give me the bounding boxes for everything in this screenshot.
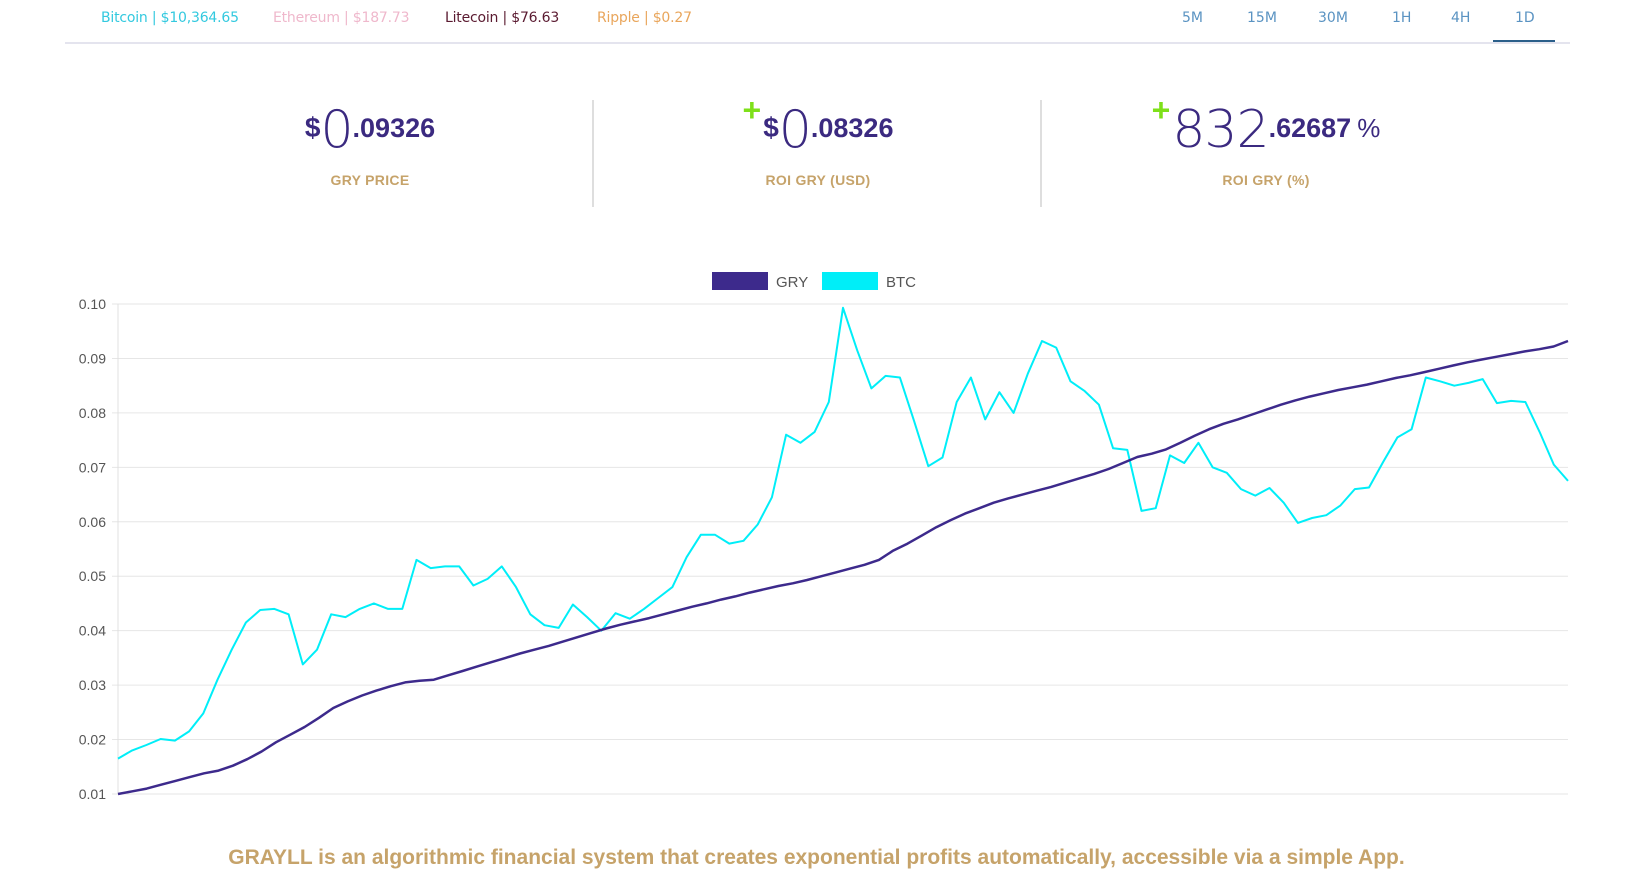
- ticker-ripple[interactable]: Ripple | $0.27: [597, 10, 692, 26]
- price-chart: 0.10 0.09 0.08 0.07 0.06 0.05 0.04 0.03 0.02 0.01…: [79, 272, 1569, 802]
- stat-roi-pct-label: ROI GRY (%): [1222, 172, 1310, 188]
- value-fraction: .09326: [352, 113, 436, 143]
- legend-label-btc[interactable]: BTC: [886, 274, 916, 291]
- value-fraction: .08326: [810, 113, 894, 143]
- y-tick-label: 0.09: [79, 350, 106, 366]
- value-integer: 0: [778, 100, 812, 160]
- percent-sign: %: [1357, 113, 1381, 143]
- currency-symbol: $: [304, 112, 321, 143]
- chart-grid: [112, 303, 1568, 795]
- timeframe-1d[interactable]: 1D: [1515, 10, 1535, 26]
- stat-roi-pct-value: + 832 .62687 %: [1042, 92, 1490, 160]
- stat-roi-usd-value: + $ 0 .08326: [594, 92, 1042, 160]
- timeframe-active-indicator: [1493, 40, 1555, 42]
- ticker-litecoin[interactable]: Litecoin | $76.63: [445, 10, 560, 26]
- legend-label-gry[interactable]: GRY: [776, 274, 808, 291]
- currency-symbol: $: [763, 112, 779, 143]
- y-tick-label: 0.08: [79, 405, 106, 421]
- value-integer: 832: [1172, 100, 1269, 160]
- plus-icon: +: [1151, 92, 1171, 128]
- y-tick-label: 0.02: [79, 732, 106, 748]
- series-line-btc: [117, 306, 1569, 760]
- timeframe-1h[interactable]: 1H: [1392, 10, 1412, 26]
- stat-roi-usd: + $ 0 .08326 ROI GRY (USD): [594, 92, 1042, 206]
- stat-gry-price: $ 0 .09326 GRY PRICE: [146, 96, 594, 206]
- ticker-ethereum[interactable]: Ethereum | $187.73: [273, 10, 410, 26]
- timeframe-4h[interactable]: 4H: [1451, 10, 1471, 26]
- y-tick-label: 0.01: [79, 786, 106, 802]
- y-axis-labels: 0.10 0.09 0.08 0.07 0.06 0.05 0.04 0.03 0.02 0.01: [79, 296, 106, 802]
- stat-divider: [592, 100, 594, 207]
- timeframe-5m[interactable]: 5M: [1182, 10, 1203, 26]
- stat-gry-price-value: $ 0 .09326: [146, 96, 594, 156]
- y-tick-label: 0.06: [79, 514, 106, 530]
- ticker-bitcoin[interactable]: Bitcoin | $10,364.65: [101, 10, 239, 26]
- stat-roi-pct: + 832 .62687 % ROI GRY (%): [1042, 92, 1490, 206]
- timeframe-30m[interactable]: 30M: [1318, 10, 1348, 26]
- y-tick-label: 0.04: [79, 623, 106, 639]
- y-tick-label: 0.07: [79, 459, 106, 475]
- ticker-bar: [65, 0, 1570, 44]
- y-tick-label: 0.10: [79, 296, 106, 312]
- value-integer: 0: [320, 100, 353, 160]
- value-fraction: .62687: [1268, 113, 1352, 143]
- timeframe-15m[interactable]: 15M: [1247, 10, 1277, 26]
- chart-series: [117, 306, 1569, 796]
- series-line-gry: [117, 339, 1569, 796]
- y-tick-label: 0.03: [79, 677, 106, 693]
- chart-legend[interactable]: GRY BTC: [712, 272, 916, 291]
- y-tick-label: 0.05: [79, 568, 106, 584]
- plus-icon: +: [742, 92, 762, 128]
- stat-gry-price-label: GRY PRICE: [330, 172, 410, 188]
- legend-swatch-btc[interactable]: [822, 272, 878, 290]
- footer-tagline: GRAYLL is an algorithmic financial syste…: [228, 846, 1405, 869]
- stat-divider: [1040, 100, 1042, 207]
- legend-swatch-gry[interactable]: [712, 272, 768, 290]
- stat-roi-usd-label: ROI GRY (USD): [765, 172, 871, 188]
